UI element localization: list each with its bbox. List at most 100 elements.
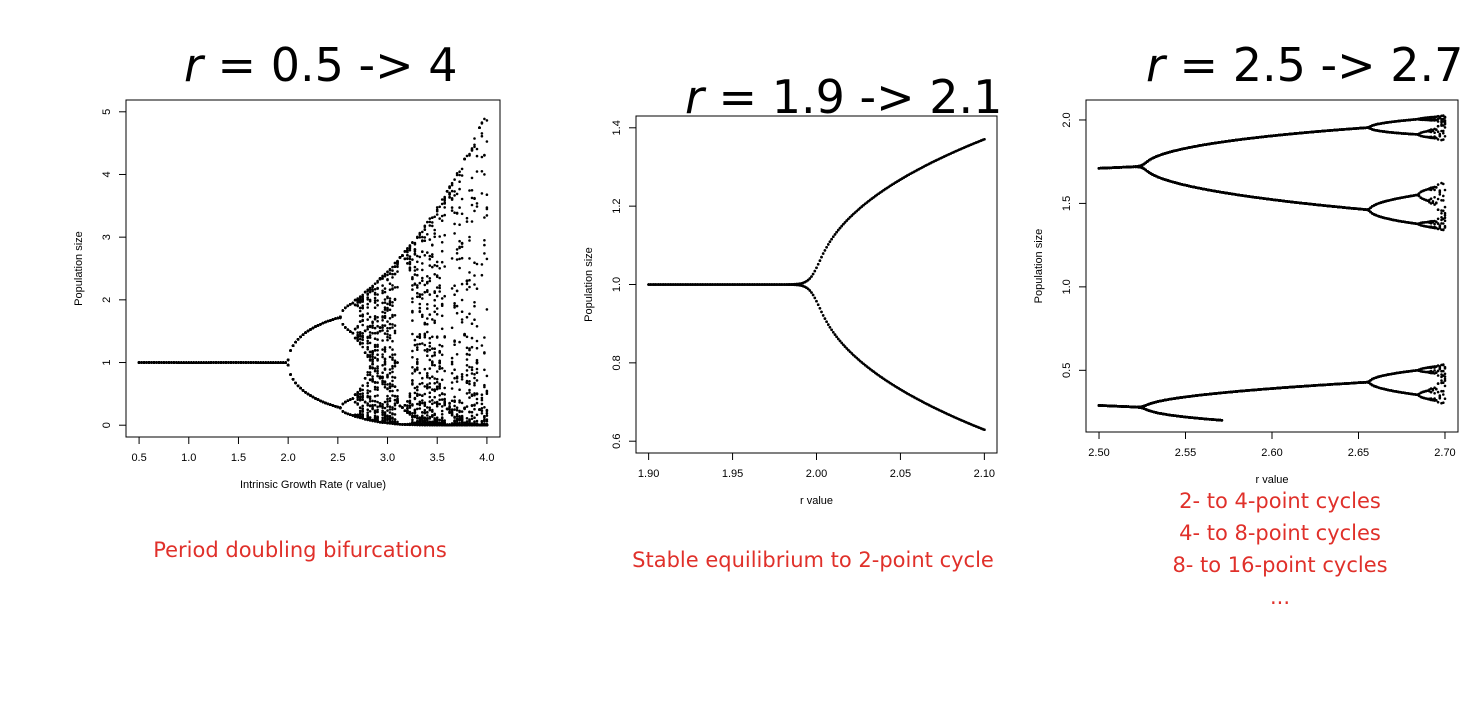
data-point <box>199 361 203 364</box>
data-point <box>361 417 365 420</box>
data-point <box>416 417 419 420</box>
data-point <box>371 331 374 335</box>
data-point <box>413 265 417 269</box>
data-point <box>373 356 377 360</box>
data-point <box>366 371 370 374</box>
data-point <box>373 301 377 304</box>
data-point <box>428 358 432 362</box>
data-point <box>381 376 384 380</box>
data-point <box>435 422 439 426</box>
data-point <box>311 326 315 330</box>
data-point <box>426 410 429 414</box>
data-point <box>209 361 213 364</box>
y-tick-label: 3 <box>101 234 113 240</box>
data-point <box>391 370 394 374</box>
data-point <box>426 317 429 320</box>
data-point <box>296 338 300 341</box>
data-point <box>358 415 362 419</box>
data-point <box>388 317 392 320</box>
data-point <box>428 395 432 399</box>
data-point <box>175 361 178 364</box>
data-point <box>388 308 392 312</box>
data-point <box>416 423 419 427</box>
data-point <box>366 381 370 385</box>
data-point <box>426 406 429 409</box>
data-point <box>242 361 245 364</box>
data-point <box>426 251 429 254</box>
data-point <box>416 362 419 366</box>
data-point <box>344 306 347 310</box>
data-point <box>373 296 377 300</box>
data-point <box>393 362 397 365</box>
data-point <box>413 409 417 412</box>
data-point <box>356 297 360 300</box>
caption-line: Stable equilibrium to 2-point cycle <box>632 548 994 572</box>
data-point <box>423 236 427 239</box>
data-point <box>396 420 399 424</box>
data-point <box>433 319 437 323</box>
data-point <box>438 343 442 347</box>
data-point <box>393 385 397 388</box>
data-point <box>406 410 409 414</box>
data-point <box>428 220 432 224</box>
data-point <box>361 332 365 335</box>
data-point <box>363 290 367 294</box>
data-point <box>368 336 372 339</box>
data-point <box>383 417 387 421</box>
data-point <box>383 348 387 351</box>
data-point <box>378 402 382 405</box>
data-point <box>438 421 442 425</box>
data-point <box>423 290 427 294</box>
data-point <box>356 398 360 402</box>
data-point <box>182 361 186 364</box>
data-point <box>180 361 183 364</box>
data-point <box>421 235 424 239</box>
data-point <box>418 310 422 313</box>
data-point <box>396 395 399 398</box>
data-point <box>393 376 397 379</box>
data-point <box>413 414 417 417</box>
data-point <box>411 372 414 375</box>
data-point <box>373 385 377 389</box>
data-point <box>406 249 409 252</box>
y-tick-label: 1 <box>101 359 113 365</box>
data-point <box>406 407 409 410</box>
data-point <box>435 206 439 209</box>
data-point <box>160 361 163 364</box>
panel-3-title-var: r <box>1146 38 1165 92</box>
data-point <box>383 298 387 301</box>
data-point <box>435 387 439 391</box>
data-point <box>433 389 437 393</box>
data-point <box>371 355 374 359</box>
data-point <box>406 262 409 265</box>
panel-2-title: r = 1.9 -> 2.1 <box>685 70 1002 124</box>
data-point <box>433 401 437 404</box>
data-point <box>393 272 397 276</box>
data-point <box>356 415 360 419</box>
data-point <box>431 221 434 224</box>
data-point <box>426 417 429 421</box>
data-point <box>433 215 437 219</box>
data-point <box>376 394 379 397</box>
data-point <box>391 323 394 326</box>
data-point <box>376 303 379 307</box>
data-point <box>361 388 365 392</box>
data-point <box>423 416 427 420</box>
data-point <box>366 391 370 395</box>
data-point <box>413 273 417 276</box>
data-point <box>435 260 439 264</box>
data-point <box>366 408 370 412</box>
data-point <box>388 411 392 414</box>
data-point <box>391 304 394 308</box>
data-point <box>421 268 424 272</box>
data-point <box>371 284 374 288</box>
data-point <box>416 286 419 289</box>
y-tick-label: 4 <box>101 171 113 177</box>
data-point <box>376 338 379 341</box>
data-point <box>440 367 444 370</box>
data-point <box>185 361 188 364</box>
data-point <box>383 316 387 320</box>
data-point <box>435 377 439 381</box>
data-point <box>393 399 397 402</box>
data-point <box>361 323 365 327</box>
